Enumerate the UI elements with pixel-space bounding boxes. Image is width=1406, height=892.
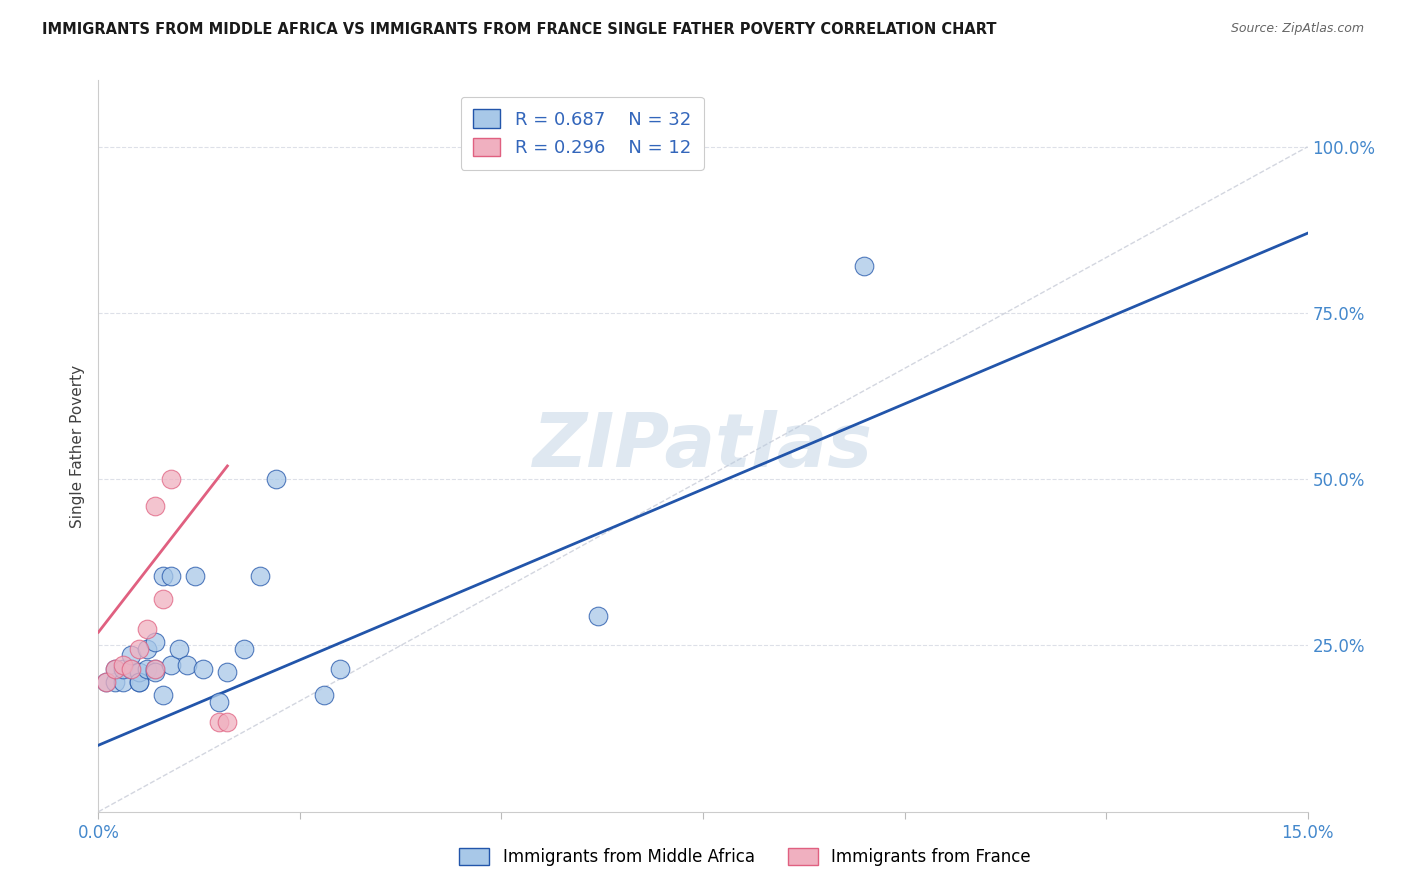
Point: [152, 568, 174, 582]
Legend: R = 0.687    N = 32, R = 0.296    N = 12: R = 0.687 N = 32, R = 0.296 N = 12: [461, 96, 703, 169]
Point: [329, 662, 352, 676]
Point: [208, 695, 231, 709]
Point: [120, 662, 142, 676]
Point: [128, 675, 150, 690]
Point: [120, 648, 142, 663]
Point: [176, 658, 198, 673]
Point: [193, 662, 215, 676]
Point: [249, 568, 271, 582]
Point: [128, 641, 150, 656]
Point: [586, 608, 609, 623]
Point: [135, 662, 157, 676]
Point: [217, 714, 239, 729]
Point: [96, 675, 118, 690]
Text: ZIPatlas: ZIPatlas: [533, 409, 873, 483]
Point: [135, 641, 157, 656]
Point: [160, 658, 183, 673]
Legend: Immigrants from Middle Africa, Immigrants from France: Immigrants from Middle Africa, Immigrant…: [451, 840, 1039, 875]
Point: [208, 714, 231, 729]
Y-axis label: Single Father Poverty: Single Father Poverty: [69, 365, 84, 527]
Point: [167, 641, 190, 656]
Point: [143, 635, 166, 649]
Point: [152, 591, 174, 606]
Point: [264, 472, 287, 486]
Point: [96, 675, 118, 690]
Point: [232, 641, 254, 656]
Point: [111, 658, 134, 673]
Point: [128, 675, 150, 690]
Point: [135, 622, 157, 636]
Point: [143, 499, 166, 513]
Point: [143, 662, 166, 676]
Point: [143, 662, 166, 676]
Text: IMMIGRANTS FROM MIDDLE AFRICA VS IMMIGRANTS FROM FRANCE SINGLE FATHER POVERTY CO: IMMIGRANTS FROM MIDDLE AFRICA VS IMMIGRA…: [42, 22, 997, 37]
Point: [160, 472, 183, 486]
Point: [103, 662, 125, 676]
Point: [103, 675, 125, 690]
Point: [128, 665, 150, 679]
Point: [111, 662, 134, 676]
Point: [853, 260, 876, 274]
Point: [217, 665, 239, 679]
Point: [184, 568, 207, 582]
Point: [152, 689, 174, 703]
Point: [120, 662, 142, 676]
Point: [103, 662, 125, 676]
Point: [160, 568, 183, 582]
Point: [143, 665, 166, 679]
Text: Source: ZipAtlas.com: Source: ZipAtlas.com: [1230, 22, 1364, 36]
Point: [111, 675, 134, 690]
Point: [314, 689, 336, 703]
